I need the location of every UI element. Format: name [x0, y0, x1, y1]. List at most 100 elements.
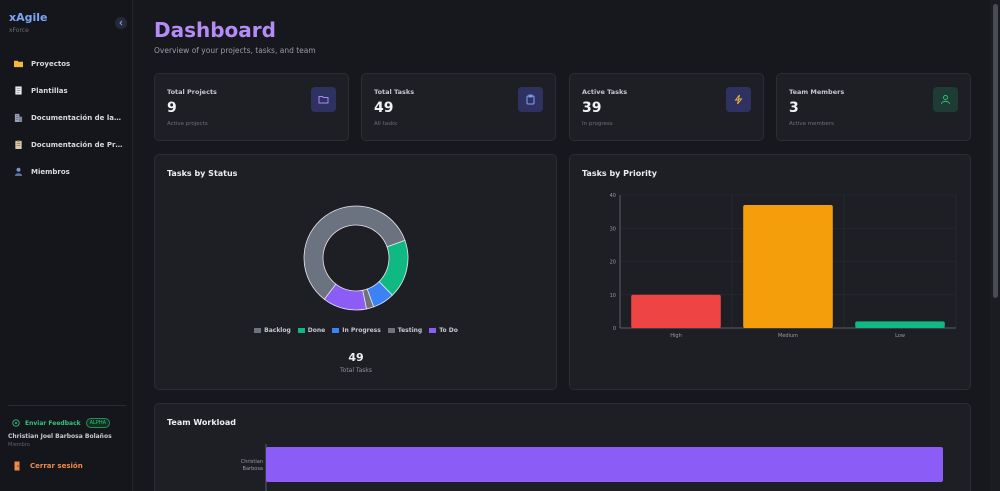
sidebar-item-label: Plantillas [31, 86, 68, 95]
donut-slice-to-do[interactable] [323, 283, 367, 311]
stat-value: 49 [374, 100, 394, 116]
legend-swatch [429, 328, 437, 333]
bar-high[interactable] [631, 294, 721, 328]
sidebar-divider [8, 405, 126, 406]
priority-bar-chart: 0 10 20 30 40 High Medium Low [610, 193, 957, 339]
stat-card-team-members: Team Members 3 Active members [776, 73, 971, 141]
legend-label: To Do [439, 327, 458, 334]
panel-title: Tasks by Status [167, 169, 238, 178]
stat-icon-box [933, 87, 958, 112]
legend-label: In Progress [342, 327, 381, 334]
user-role: Miembro [8, 442, 30, 448]
stat-caption: Active projects [167, 121, 208, 127]
y-tick-label: Christian [241, 459, 263, 465]
feedback-button[interactable]: Enviar Feedback ALPHA [12, 418, 111, 428]
page-title: Dashboard [154, 18, 276, 42]
folder-icon [318, 96, 329, 104]
sidebar: xAgile xForce Proyectos Plantillas Docum… [0, 0, 133, 491]
legend-swatch [387, 328, 395, 333]
feedback-icon [12, 419, 20, 427]
stat-caption: All tasks [374, 121, 398, 127]
status-legend: Backlog Done In Progress Testing To Do [155, 327, 557, 334]
stat-value: 39 [582, 100, 602, 116]
logout-icon [14, 461, 20, 471]
legend-item-backlog[interactable]: Backlog [254, 327, 291, 334]
brand-title: xAgile [9, 11, 48, 24]
legend-item-done[interactable]: Done [297, 327, 326, 334]
stat-icon-box [311, 87, 336, 112]
stat-label: Total Tasks [374, 88, 415, 96]
stat-icon-box [726, 87, 751, 112]
brand: xAgile xForce [9, 11, 47, 34]
sidebar-item-label: Documentación de Procesos [31, 140, 123, 149]
tasks-by-priority-panel: Tasks by Priority 0 10 20 30 40 High Medium Low [569, 154, 971, 390]
folder-icon [14, 60, 23, 68]
sidebar-item-label: Miembros [31, 167, 70, 176]
sidebar-item-documentacion-empresa[interactable]: Documentación de la empresa [0, 104, 133, 131]
clipboard-icon [526, 94, 535, 105]
donut-slice-backlog[interactable] [303, 205, 406, 300]
sidebar-item-proyectos[interactable]: Proyectos [0, 50, 133, 77]
y-tick-label: Barbosa [243, 466, 263, 472]
clipboard-icon [15, 140, 22, 149]
legend-label: Backlog [264, 327, 291, 334]
sidebar-item-plantillas[interactable]: Plantillas [0, 77, 133, 104]
page-subtitle: Overview of your projects, tasks, and te… [154, 46, 316, 55]
stat-card-total-projects: Total Projects 9 Active projects [154, 73, 349, 141]
total-tasks-label: Total Tasks [340, 367, 372, 374]
collapse-sidebar-button[interactable] [115, 17, 127, 29]
stat-value: 3 [789, 100, 799, 116]
y-tick-label: 30 [610, 226, 616, 232]
stat-card-total-tasks: Total Tasks 49 All tasks [361, 73, 556, 141]
workload-bar-christian-barbosa[interactable] [266, 447, 943, 482]
legend-item-testing[interactable]: Testing [387, 327, 422, 334]
user-name: Christian Joel Barbosa Bolaños [8, 433, 112, 440]
panel-title: Team Workload [167, 418, 237, 427]
legend-swatch [297, 328, 305, 333]
x-tick-label: Low [895, 333, 905, 339]
total-tasks-value: 49 [348, 351, 364, 364]
stat-value: 9 [167, 100, 177, 116]
feedback-label: Enviar Feedback [25, 419, 81, 427]
sidebar-item-documentacion-procesos[interactable]: Documentación de Procesos [0, 131, 133, 158]
bar-low[interactable] [855, 321, 945, 328]
logout-button[interactable]: Cerrar sesión [14, 461, 83, 471]
y-tick-label: 40 [610, 193, 616, 199]
chevron-left-icon [119, 20, 123, 26]
team-workload-panel: Team Workload Christian Barbosa [154, 403, 971, 491]
person-icon [14, 167, 23, 176]
status-donut-chart [303, 205, 409, 311]
legend-item-in-progress[interactable]: In Progress [332, 327, 381, 334]
y-tick-label: 0 [613, 326, 616, 332]
sidebar-item-label: Proyectos [31, 59, 71, 68]
main-content: Dashboard Overview of your projects, tas… [134, 0, 990, 491]
x-tick-label: Medium [778, 333, 798, 339]
stat-icon-box [518, 87, 543, 112]
stat-label: Team Members [789, 88, 845, 96]
document-icon [15, 86, 22, 95]
y-tick-label: 10 [610, 293, 616, 299]
stat-caption: Active members [789, 121, 834, 127]
alpha-badge: ALPHA [85, 418, 111, 428]
panel-title: Tasks by Priority [582, 169, 657, 178]
bar-medium[interactable] [743, 204, 833, 328]
x-tick-label: High [670, 333, 682, 339]
page-scrollbar[interactable] [990, 0, 1000, 491]
sidebar-item-label: Documentación de la empresa [31, 113, 123, 122]
logout-label: Cerrar sesión [30, 462, 83, 470]
scrollbar-thumb[interactable] [993, 4, 998, 298]
brand-subtitle: xForce [9, 27, 29, 34]
stat-card-active-tasks: Active Tasks 39 In progress [569, 73, 764, 141]
sidebar-nav: Proyectos Plantillas Documentación de la… [0, 50, 133, 185]
sidebar-item-miembros[interactable]: Miembros [0, 158, 133, 185]
legend-swatch [332, 328, 340, 333]
lightning-icon [734, 94, 743, 105]
stat-caption: In progress [582, 121, 613, 127]
legend-swatch [254, 328, 262, 333]
building-icon [14, 113, 23, 122]
legend-item-to-do[interactable]: To Do [429, 327, 458, 334]
stat-label: Active Tasks [582, 88, 628, 96]
legend-label: Done [307, 327, 326, 334]
tasks-by-status-panel: Tasks by Status Backlog Done In Progress Te… [154, 154, 557, 390]
